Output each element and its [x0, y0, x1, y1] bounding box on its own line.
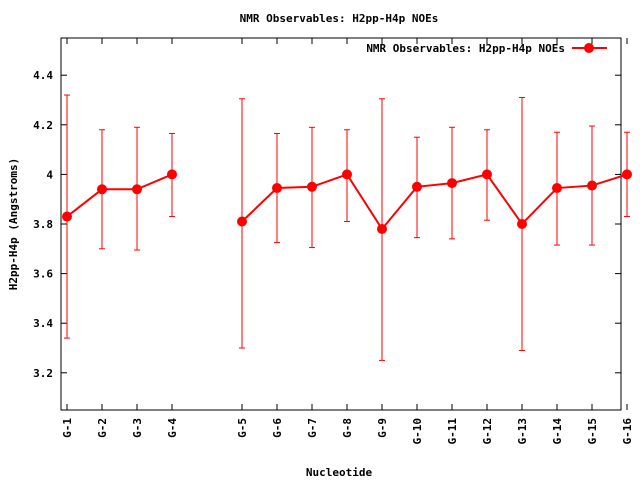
data-point	[482, 169, 492, 180]
data-point	[552, 183, 562, 194]
data-point	[517, 219, 527, 229]
data-point	[237, 216, 247, 227]
x-tick-label: G-7	[306, 418, 319, 438]
x-tick-label: G-14	[551, 418, 564, 445]
y-tick-label: 3.2	[33, 367, 53, 380]
x-tick-label: G-5	[236, 418, 249, 438]
x-axis-label: Nucleotide	[306, 466, 373, 479]
x-tick-label: G-9	[376, 418, 389, 438]
data-point	[342, 169, 352, 180]
x-axis: G-1 G-2 G-3 G-4 G-5 G-6 G-7 G-8 G-9 G-10 G-11 G-12 G…	[61, 38, 634, 445]
legend-marker	[584, 43, 594, 53]
legend-label: NMR Observables: H2pp-H4p NOEs	[366, 42, 565, 55]
chart-title: NMR Observables: H2pp-H4p NOEs	[240, 12, 439, 25]
data-point	[447, 178, 457, 189]
y-tick-label: 3.8	[33, 218, 53, 231]
x-tick-label: G-10	[411, 418, 424, 445]
x-tick-label: G-13	[516, 418, 529, 445]
x-tick-label: G-11	[446, 418, 459, 445]
x-tick-label: G-16	[621, 418, 634, 445]
data-point	[132, 184, 142, 195]
y-tick-label: 3.4	[33, 317, 53, 330]
x-tick-label: G-2	[96, 418, 109, 438]
x-tick-label: G-8	[341, 418, 354, 438]
x-tick-label: G-4	[166, 418, 179, 438]
x-tick-label: G-6	[271, 418, 284, 438]
y-tick-label: 4	[46, 168, 53, 181]
x-tick-label: G-12	[481, 418, 494, 445]
data-point	[622, 169, 632, 180]
data-point	[167, 169, 177, 180]
x-tick-label: G-15	[586, 418, 599, 445]
data-point	[307, 181, 317, 192]
series-line	[241, 173, 628, 231]
data-point	[412, 181, 422, 192]
series-layer	[62, 94, 632, 361]
y-axis-label: H2pp-H4p (Angstroms)	[7, 158, 20, 290]
legend: NMR Observables: H2pp-H4p NOEs	[366, 42, 607, 55]
y-tick-label: 4.2	[33, 119, 53, 132]
data-point	[587, 180, 597, 191]
x-tick-label: G-1	[61, 418, 74, 438]
data-point	[97, 184, 107, 195]
plot-frame	[60, 37, 622, 411]
series-line	[66, 173, 173, 218]
data-point	[62, 211, 72, 222]
data-point	[272, 183, 282, 194]
y-tick-label: 4.4	[33, 69, 53, 82]
x-tick-label: G-3	[131, 418, 144, 438]
y-tick-label: 3.6	[33, 268, 53, 281]
y-axis: 3.2 3.4 3.6 3.8 4 4.2 4.4	[33, 69, 621, 380]
data-point	[377, 223, 387, 234]
